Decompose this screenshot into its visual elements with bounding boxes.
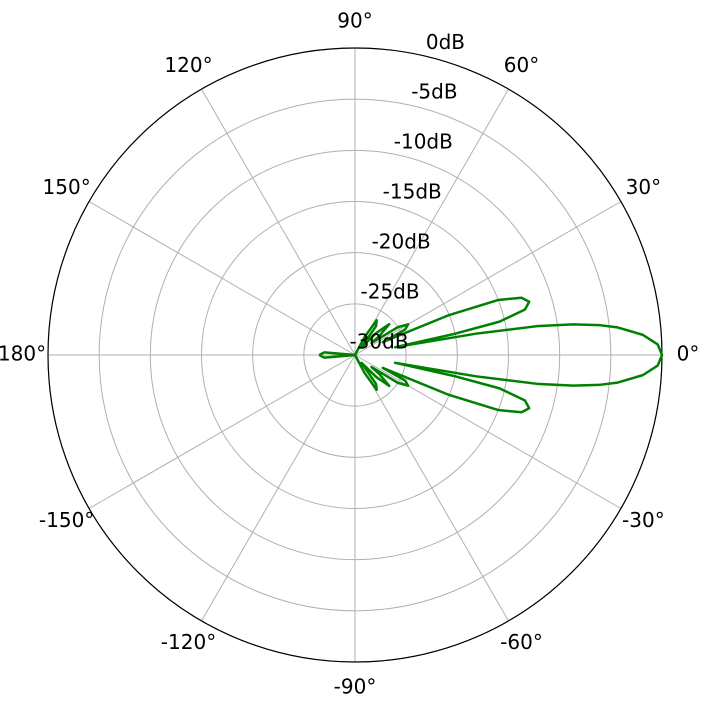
radial-grid-circle (303, 303, 407, 407)
radial-tick-label: -10dB (394, 130, 453, 154)
angular-tick-label: 90° (337, 9, 372, 33)
radial-grid-circle (252, 252, 458, 458)
angular-tick-label: -30° (622, 508, 665, 532)
radial-grid-circle (201, 201, 509, 509)
pattern-line (318, 296, 664, 414)
radial-tick-label: -30dB (349, 330, 408, 354)
angular-tick-label: 180° (0, 342, 46, 366)
angular-tick-label: -90° (334, 675, 377, 699)
radial-grid-circle (149, 149, 561, 561)
radial-tick-label: -25dB (361, 280, 420, 304)
labels: 0° 30° 60° 90° 120° 150° 180° -150° -120° -90° -60… (0, 9, 699, 699)
radial-tick-label: -20dB (372, 230, 431, 254)
grid (47, 47, 663, 663)
angular-tick-label: 120° (164, 53, 212, 77)
angular-tick-label: 0° (677, 342, 700, 366)
angular-tick-label: 30° (626, 175, 661, 199)
angular-tick-label: -120° (161, 630, 216, 654)
angular-tick-label: 150° (43, 175, 91, 199)
radial-grid-circle (98, 98, 612, 612)
radial-tick-label: 0dB (426, 30, 465, 54)
angular-tick-label: 60° (504, 53, 539, 77)
marks (318, 296, 664, 414)
angular-tick-label: -150° (39, 508, 94, 532)
radial-tick-label: -5dB (411, 80, 457, 104)
angular-tick-label: -60° (500, 630, 543, 654)
radial-tick-label: -15dB (383, 180, 442, 204)
